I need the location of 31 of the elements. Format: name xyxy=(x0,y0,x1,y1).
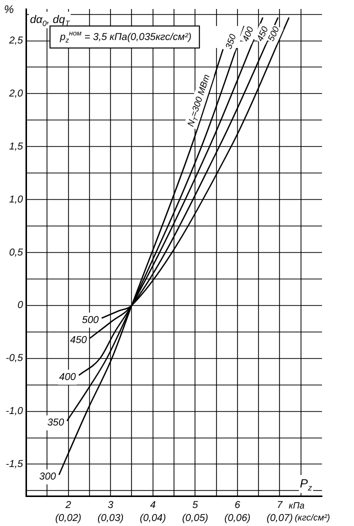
y-tick-label: 0 xyxy=(17,300,24,312)
y-tick-label: 2,5 xyxy=(8,36,24,47)
x-tick-label: 4 xyxy=(150,500,156,511)
y-tick-label: 1,5 xyxy=(9,141,24,152)
x-axis-title: кПа xyxy=(288,500,304,510)
y-tick-label: -1,0 xyxy=(6,406,24,418)
x-tick-label: 7 xyxy=(276,500,283,511)
x-tick-label: 6 xyxy=(234,500,241,511)
x-tick-label: 3 xyxy=(108,500,114,511)
x2-tick-label: (0,06) xyxy=(224,512,250,524)
y-tick-label: 2,0 xyxy=(8,88,24,100)
annotation: 350 xyxy=(47,418,64,429)
x-tick-label: 5 xyxy=(192,500,198,511)
x2-tick-label: (0,05) xyxy=(182,512,208,524)
series-label: 300 xyxy=(39,472,56,483)
annotation: 400 xyxy=(59,372,76,384)
y-tick-label: -1,5 xyxy=(6,459,24,470)
annotation: 500 xyxy=(82,314,100,326)
x-tick-label: 2 xyxy=(64,500,72,511)
y-axis-title: % xyxy=(4,4,14,16)
y-tick-label: 1,0 xyxy=(9,194,24,206)
annotation: 450 xyxy=(70,335,88,346)
x2-tick-label: (0,03) xyxy=(98,512,124,524)
y-tick-label: 0,5 xyxy=(9,247,24,258)
text: 350 xyxy=(224,32,238,50)
x2-axis-title: (кгс/см²) xyxy=(294,512,330,522)
x2-tick-label: (0,07) xyxy=(266,512,293,524)
y-tick-label: -0,5 xyxy=(6,353,24,364)
x2-tick-label: (0,02) xyxy=(55,512,82,524)
x2-tick-label: (0,04) xyxy=(140,512,166,524)
text: 400 xyxy=(240,25,256,43)
